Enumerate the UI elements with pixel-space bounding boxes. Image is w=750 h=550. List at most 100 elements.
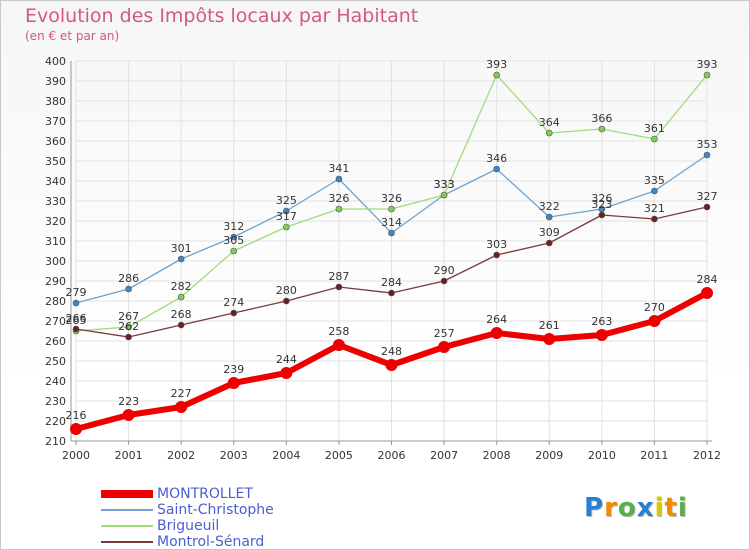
data-point: [175, 401, 188, 413]
data-label: 335: [644, 174, 665, 187]
y-tick-label: 250: [45, 355, 66, 368]
data-point: [125, 285, 132, 293]
data-point: [283, 207, 290, 215]
data-label: 303: [486, 238, 507, 251]
data-label: 287: [328, 270, 349, 283]
data-label: 312: [223, 220, 244, 233]
data-label: 280: [276, 284, 297, 297]
data-label: 393: [486, 58, 507, 71]
data-point: [701, 287, 713, 299]
data-label: 321: [644, 202, 665, 215]
data-label: 317: [276, 210, 297, 223]
y-tick-label: 360: [45, 135, 66, 148]
x-tick-label: 2011: [640, 449, 668, 462]
data-label: 305: [223, 234, 244, 247]
data-label: 366: [591, 112, 612, 125]
data-label: 270: [644, 301, 665, 314]
y-tick-label: 380: [45, 95, 66, 108]
data-label: 284: [697, 273, 718, 286]
legend-swatch: [101, 509, 153, 511]
data-point: [230, 247, 238, 255]
data-label: 267: [118, 310, 139, 323]
data-label: 274: [223, 296, 244, 309]
data-point: [72, 325, 80, 333]
data-point: [545, 213, 553, 221]
data-point: [651, 215, 658, 223]
series-brigueuil: [72, 71, 711, 335]
legend-swatch: [101, 525, 153, 527]
data-point: [490, 327, 503, 339]
data-label: 326: [591, 192, 612, 205]
data-point: [493, 71, 500, 79]
y-tick-label: 390: [45, 75, 66, 88]
legend-swatch: [101, 541, 153, 543]
logo-letter: x: [636, 493, 655, 523]
x-tick-label: 2010: [588, 449, 616, 462]
data-point: [335, 283, 343, 291]
x-tick-label: 2003: [220, 449, 248, 462]
data-label: 364: [539, 116, 560, 129]
data-label: 286: [118, 272, 139, 285]
x-tick-label: 2007: [430, 449, 458, 462]
data-label: 322: [539, 200, 560, 213]
data-label: 268: [171, 308, 192, 321]
data-label: 239: [223, 363, 244, 376]
y-tick-label: 310: [45, 235, 66, 248]
data-point: [388, 205, 395, 213]
data-label: 223: [118, 395, 139, 408]
data-label: 333: [434, 178, 455, 191]
series: [70, 71, 713, 435]
x-tick-label: 2009: [535, 449, 563, 462]
data-label: 266: [66, 312, 87, 325]
data-label: 309: [539, 226, 560, 239]
y-tick-label: 350: [45, 155, 66, 168]
data-label: 325: [276, 194, 297, 207]
y-tick-label: 280: [45, 295, 66, 308]
data-point: [332, 339, 345, 351]
legend: MONTROLLET Saint-Christophe Brigueuil Montr…: [101, 486, 274, 549]
data-point: [230, 309, 238, 317]
grid: [75, 60, 708, 442]
series-montrollet: [70, 287, 713, 435]
data-point: [545, 129, 553, 137]
data-point: [125, 323, 132, 331]
data-point: [388, 289, 395, 297]
y-tick-label: 220: [45, 415, 66, 428]
data-label: 216: [66, 409, 87, 422]
y-tick-label: 290: [45, 275, 66, 288]
y-tick-label: 400: [45, 55, 66, 68]
y-tick-label: 260: [45, 335, 66, 348]
data-label: 282: [171, 280, 192, 293]
data-label: 346: [486, 152, 507, 165]
legend-item: Brigueuil: [101, 518, 274, 534]
logo-letter: o: [617, 493, 637, 523]
data-point: [335, 175, 343, 183]
data-point: [230, 233, 238, 241]
data-point: [177, 321, 185, 329]
y-tick-label: 300: [45, 255, 66, 268]
data-point: [543, 333, 556, 345]
logo-letter: P: [584, 493, 605, 523]
series-saint-christophe: [72, 151, 711, 307]
data-label: 263: [591, 315, 612, 328]
legend-label: Brigueuil: [157, 518, 220, 534]
y-tick-label: 330: [45, 195, 66, 208]
legend-item: Montrol-Sénard: [101, 534, 274, 549]
data-point: [283, 297, 290, 305]
x-tick-label: 2000: [62, 449, 90, 462]
data-label: 393: [697, 58, 718, 71]
x-tick-label: 2005: [325, 449, 353, 462]
data-label: 314: [381, 216, 402, 229]
chart-subtitle: (en € et par an): [25, 29, 120, 43]
x-tick-label: 2006: [378, 449, 406, 462]
logo-letter: i: [677, 493, 688, 523]
data-point: [648, 315, 661, 327]
x-tick-label: 2002: [167, 449, 195, 462]
data-point: [703, 151, 711, 159]
data-label: 326: [328, 192, 349, 205]
data-label: 261: [539, 319, 560, 332]
data-label: 279: [66, 286, 87, 299]
data-point: [598, 125, 606, 133]
data-label: 227: [171, 387, 192, 400]
y-tick-label: 320: [45, 215, 66, 228]
